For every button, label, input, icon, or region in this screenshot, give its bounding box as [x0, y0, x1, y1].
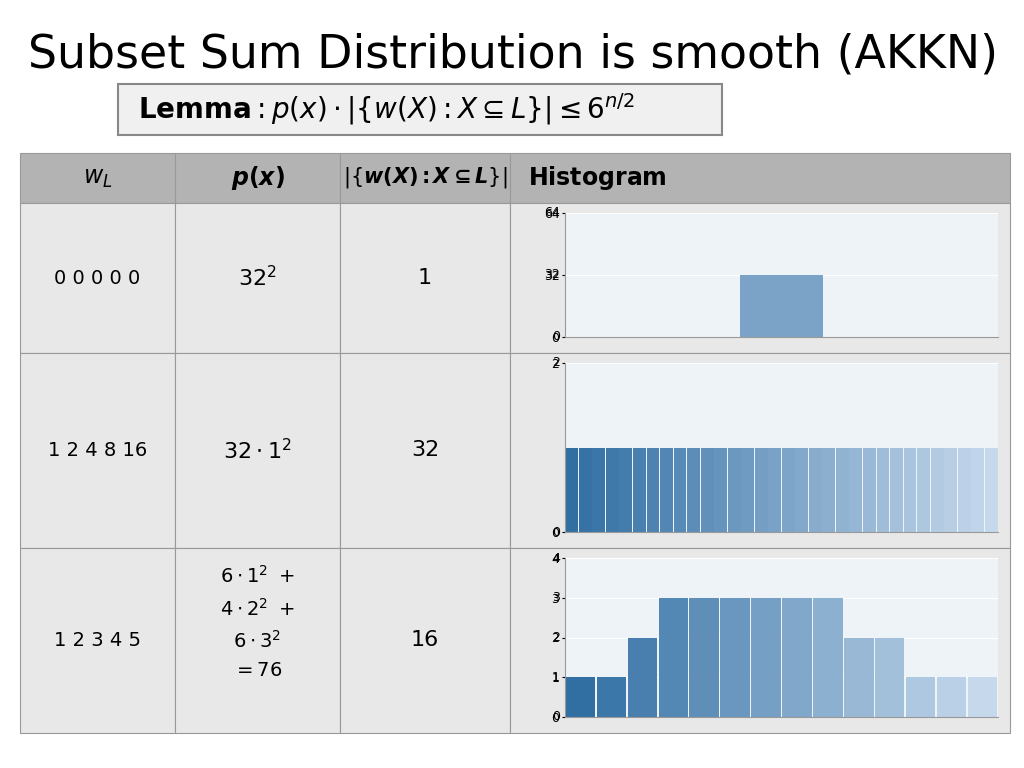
Text: 0 0 0 0 0: 0 0 0 0 0	[54, 269, 140, 287]
Bar	[972, 448, 984, 532]
Text: $|\{\boldsymbol{w(X): X \subseteq L}\}|$: $|\{\boldsymbol{w(X): X \subseteq L}\}|$	[343, 165, 507, 190]
Bar	[890, 448, 903, 532]
Bar	[510, 153, 1010, 203]
Text: Subset Sum Distribution is smooth (AKKN): Subset Sum Distribution is smooth (AKKN)	[28, 33, 998, 78]
Bar	[674, 448, 686, 532]
Text: 1 2 3 4 5: 1 2 3 4 5	[54, 631, 141, 650]
Text: 1 2 4 8 16: 1 2 4 8 16	[48, 441, 147, 460]
Bar	[721, 598, 750, 717]
Bar	[20, 203, 175, 353]
Bar	[755, 448, 768, 532]
Bar	[906, 677, 935, 717]
FancyBboxPatch shape	[118, 84, 722, 135]
Bar	[340, 353, 510, 548]
Bar	[340, 203, 510, 353]
Text: $\mathbf{Lemma}$$\mathit{: p(x) \cdot |\{w(X): X \subseteq L\}| \leq 6^{n/2}}$: $\mathbf{Lemma}$$\mathit{: p(x) \cdot |\…	[138, 91, 635, 127]
Bar	[20, 153, 175, 203]
Bar	[752, 598, 780, 717]
Bar	[728, 448, 740, 532]
Bar	[658, 598, 688, 717]
Text: 4: 4	[552, 551, 560, 564]
Bar	[931, 448, 943, 532]
Bar	[579, 448, 592, 532]
Bar	[175, 548, 340, 733]
Text: 0: 0	[552, 330, 560, 343]
Bar	[813, 598, 843, 717]
Text: $\boldsymbol{w_L}$: $\boldsymbol{w_L}$	[83, 166, 113, 190]
Text: $32 \cdot 1^2$: $32 \cdot 1^2$	[223, 438, 292, 463]
Bar	[340, 548, 510, 733]
Bar	[844, 637, 873, 717]
Bar	[957, 448, 971, 532]
Text: 32: 32	[544, 269, 560, 282]
Bar	[689, 598, 719, 717]
Bar	[20, 548, 175, 733]
Text: 2: 2	[552, 356, 560, 369]
Text: 32: 32	[411, 441, 439, 461]
Text: 3: 3	[552, 591, 560, 604]
Bar	[863, 448, 876, 532]
Bar	[646, 448, 659, 532]
Bar	[985, 448, 997, 532]
Bar	[606, 448, 618, 532]
Bar	[714, 448, 727, 532]
Bar	[20, 353, 175, 548]
Bar	[877, 448, 890, 532]
Bar	[937, 677, 967, 717]
Bar	[903, 448, 916, 532]
Bar	[660, 448, 673, 532]
Bar	[918, 448, 930, 532]
Text: 2: 2	[552, 631, 560, 644]
Bar	[768, 448, 781, 532]
Text: 1: 1	[552, 670, 560, 684]
Text: 64: 64	[544, 207, 560, 220]
Bar	[175, 153, 340, 203]
Text: 16: 16	[411, 631, 439, 650]
Bar	[876, 637, 904, 717]
Bar	[782, 448, 795, 532]
Bar	[782, 598, 812, 717]
Bar	[175, 203, 340, 353]
Bar	[620, 448, 632, 532]
Text: $\mathbf{Histogram}$: $\mathbf{Histogram}$	[528, 164, 667, 192]
Bar	[510, 353, 1010, 548]
Bar	[809, 448, 821, 532]
Bar	[175, 353, 340, 548]
Bar	[944, 448, 957, 532]
Bar	[566, 677, 595, 717]
Bar	[633, 448, 646, 532]
Bar	[510, 548, 1010, 733]
Bar	[796, 448, 808, 532]
Text: $\boldsymbol{p(x)}$: $\boldsymbol{p(x)}$	[230, 164, 285, 192]
Bar	[741, 448, 754, 532]
Bar	[687, 448, 700, 532]
Bar	[628, 637, 657, 717]
Bar	[968, 677, 997, 717]
Bar	[340, 153, 510, 203]
Text: $6 \cdot 1^2\ +$
$4 \cdot 2^2\ +$
$6 \cdot 3^2$
$= 76$: $6 \cdot 1^2\ +$ $4 \cdot 2^2\ +$ $6 \cd…	[220, 565, 295, 680]
Bar	[850, 448, 862, 532]
Bar	[593, 448, 605, 532]
Bar	[597, 677, 626, 717]
Bar	[565, 448, 579, 532]
Bar	[510, 203, 1010, 353]
Text: 1: 1	[418, 268, 432, 288]
Bar	[822, 448, 836, 532]
Text: 0: 0	[552, 525, 560, 538]
Bar	[700, 448, 714, 532]
Bar	[740, 275, 822, 337]
Text: $32^2$: $32^2$	[239, 266, 276, 290]
Text: 0: 0	[552, 710, 560, 723]
Bar	[836, 448, 849, 532]
